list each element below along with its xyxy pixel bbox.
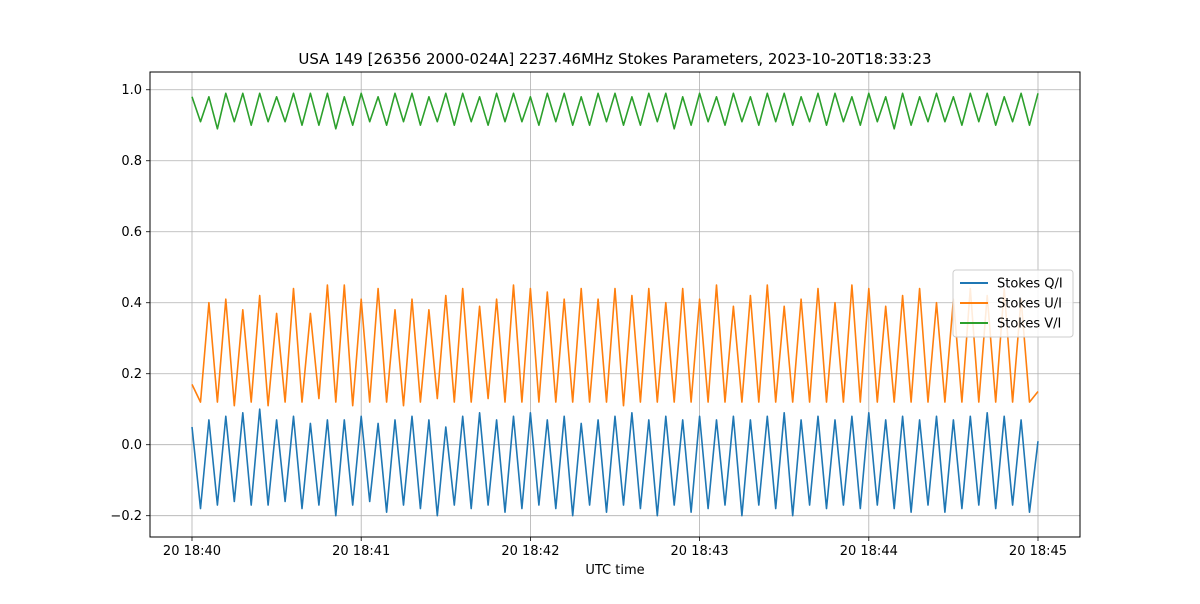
y-tick-label: −0.2	[110, 509, 142, 524]
series-line-stokes-q-i	[191, 408, 1039, 517]
legend-label: Stokes Q/I	[997, 277, 1063, 292]
legend-label: Stokes V/I	[997, 317, 1061, 332]
x-tick-label: 20 18:43	[671, 544, 729, 559]
series-line-stokes-u-i	[191, 284, 1039, 407]
legend: Stokes Q/I Stokes U/I Stokes V/I	[952, 269, 1074, 338]
legend-label: Stokes U/I	[997, 297, 1062, 312]
x-tick-label: 20 18:40	[163, 544, 221, 559]
legend-box	[952, 269, 1074, 338]
series-line-stokes-v-i	[191, 92, 1039, 130]
x-axis-label: UTC time	[585, 563, 644, 578]
y-tick-label: 0.2	[121, 367, 142, 382]
x-tick-label: 20 18:41	[332, 544, 390, 559]
series-lines	[191, 92, 1039, 517]
x-tick-label: 20 18:44	[840, 544, 898, 559]
y-tick-label: 0.0	[121, 438, 142, 453]
y-tick-label: 1.0	[121, 83, 142, 98]
y-tick-label: 0.8	[121, 154, 142, 169]
y-tick-label: 0.6	[121, 225, 142, 240]
x-tick-label: 20 18:42	[501, 544, 559, 559]
y-tick-label: 0.4	[121, 296, 142, 311]
x-tick-label: 20 18:45	[1009, 544, 1067, 559]
chart-title: USA 149 [26356 2000-024A] 2237.46MHz Sto…	[298, 50, 931, 68]
axis-ticks: 20 18:40 20 18:41 20 18:42 20 18:43 20 18:44…	[110, 83, 1067, 559]
plot-area-frame	[149, 71, 1081, 538]
